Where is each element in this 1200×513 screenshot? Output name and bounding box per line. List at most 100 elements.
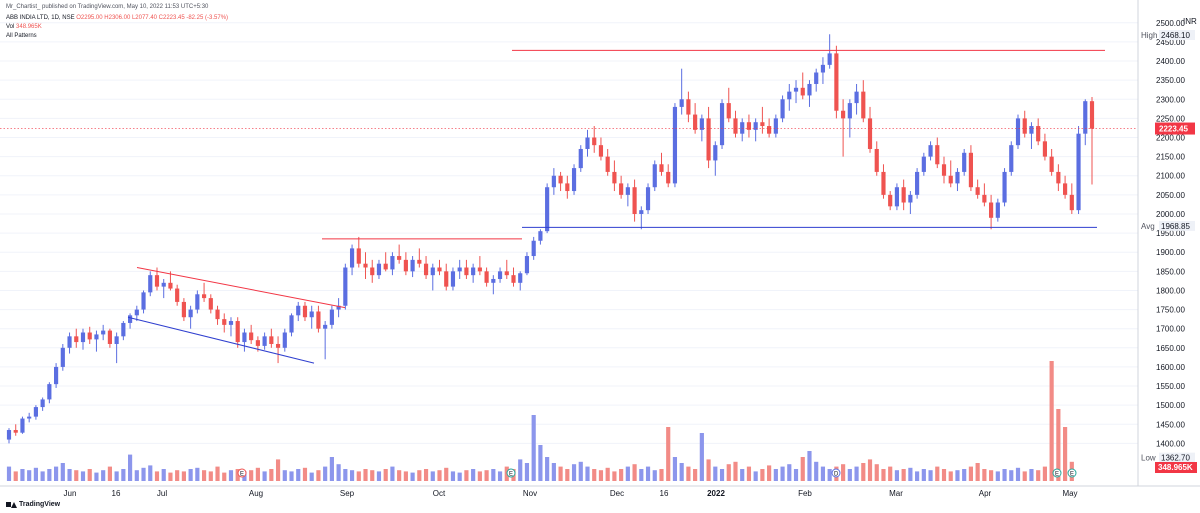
candle[interactable] (1063, 175, 1068, 199)
candle[interactable] (524, 252, 530, 276)
candle[interactable] (1069, 183, 1074, 214)
candle[interactable] (161, 278, 166, 299)
candle[interactable] (349, 244, 355, 276)
candle[interactable] (491, 275, 496, 295)
candle[interactable] (632, 179, 637, 222)
candle[interactable] (457, 259, 462, 279)
candle[interactable] (477, 256, 482, 276)
event-badge-icon[interactable] (506, 468, 516, 478)
candle[interactable] (706, 106, 711, 169)
candle[interactable] (598, 137, 604, 161)
candle[interactable] (962, 148, 967, 176)
candle[interactable] (417, 248, 422, 268)
candle[interactable] (410, 256, 415, 278)
candle[interactable] (1083, 99, 1088, 146)
candle[interactable] (1022, 110, 1027, 138)
candle[interactable] (652, 160, 657, 192)
candle[interactable] (814, 68, 819, 92)
candle[interactable] (370, 259, 375, 283)
candle[interactable] (1076, 126, 1081, 214)
candle[interactable] (740, 118, 745, 142)
candle[interactable] (215, 305, 220, 325)
candle[interactable] (625, 183, 630, 207)
event-badge-icon[interactable] (1067, 468, 1077, 478)
candle[interactable] (881, 164, 886, 199)
candle[interactable] (753, 118, 758, 142)
event-badge-icon[interactable] (237, 468, 247, 478)
candle[interactable] (464, 259, 469, 279)
candle[interactable] (1036, 118, 1041, 146)
candle[interactable] (713, 141, 718, 176)
candle[interactable] (901, 179, 906, 211)
candle[interactable] (228, 317, 234, 337)
candle[interactable] (201, 282, 207, 302)
candle[interactable] (282, 328, 287, 352)
candle[interactable] (302, 301, 308, 322)
candle[interactable] (74, 328, 79, 348)
candle[interactable] (841, 99, 846, 157)
candle[interactable] (504, 259, 509, 279)
candle[interactable] (296, 301, 301, 322)
candle[interactable] (834, 45, 839, 119)
candle[interactable] (989, 194, 994, 230)
candle[interactable] (437, 259, 442, 276)
candle[interactable] (612, 160, 617, 192)
last-volume-tag[interactable] (1155, 462, 1197, 473)
candle[interactable] (80, 328, 86, 350)
candle[interactable] (141, 290, 146, 314)
candle[interactable] (376, 259, 382, 279)
candle[interactable] (289, 313, 294, 337)
candle[interactable] (121, 321, 126, 341)
candle[interactable] (87, 326, 92, 344)
candle[interactable] (54, 363, 59, 388)
candle[interactable] (33, 405, 38, 420)
candle[interactable] (47, 382, 52, 404)
candle[interactable] (645, 183, 651, 214)
candle[interactable] (1029, 122, 1034, 149)
last-price-tag[interactable] (1155, 122, 1195, 135)
candle[interactable] (659, 152, 664, 176)
candle[interactable] (767, 118, 772, 138)
candle[interactable] (336, 298, 341, 318)
candle[interactable] (323, 321, 328, 360)
candle[interactable] (363, 252, 368, 279)
candle[interactable] (175, 284, 180, 306)
candle[interactable] (571, 164, 577, 195)
candle[interactable] (666, 164, 671, 188)
candle[interactable] (760, 106, 765, 134)
candle[interactable] (773, 114, 778, 138)
candle[interactable] (719, 99, 725, 149)
candle[interactable] (356, 236, 361, 268)
candle[interactable] (329, 305, 334, 329)
candle[interactable] (27, 412, 32, 423)
candle[interactable] (134, 305, 139, 322)
candle[interactable] (148, 271, 153, 297)
candle[interactable] (1009, 141, 1014, 176)
candle[interactable] (383, 252, 388, 272)
candle[interactable] (746, 114, 752, 138)
candle[interactable] (181, 298, 186, 322)
candle[interactable] (787, 83, 792, 111)
candle[interactable] (6, 428, 12, 444)
event-badge-icon[interactable] (831, 468, 841, 478)
candle[interactable] (955, 168, 960, 192)
candle[interactable] (854, 83, 859, 115)
candle[interactable] (585, 129, 590, 157)
candle[interactable] (114, 332, 119, 364)
candle[interactable] (1002, 168, 1007, 207)
candle[interactable] (867, 106, 873, 153)
candle[interactable] (847, 99, 852, 138)
candle[interactable] (316, 305, 321, 333)
candle[interactable] (1056, 164, 1061, 192)
candle[interactable] (222, 313, 227, 333)
candle[interactable] (444, 263, 449, 291)
candle[interactable] (888, 191, 893, 211)
candle[interactable] (780, 95, 785, 123)
candle[interactable] (894, 183, 900, 211)
channel-bottom-trendline[interactable] (127, 316, 315, 364)
candle[interactable] (450, 267, 456, 291)
candle[interactable] (1049, 148, 1054, 176)
candle[interactable] (558, 171, 563, 192)
